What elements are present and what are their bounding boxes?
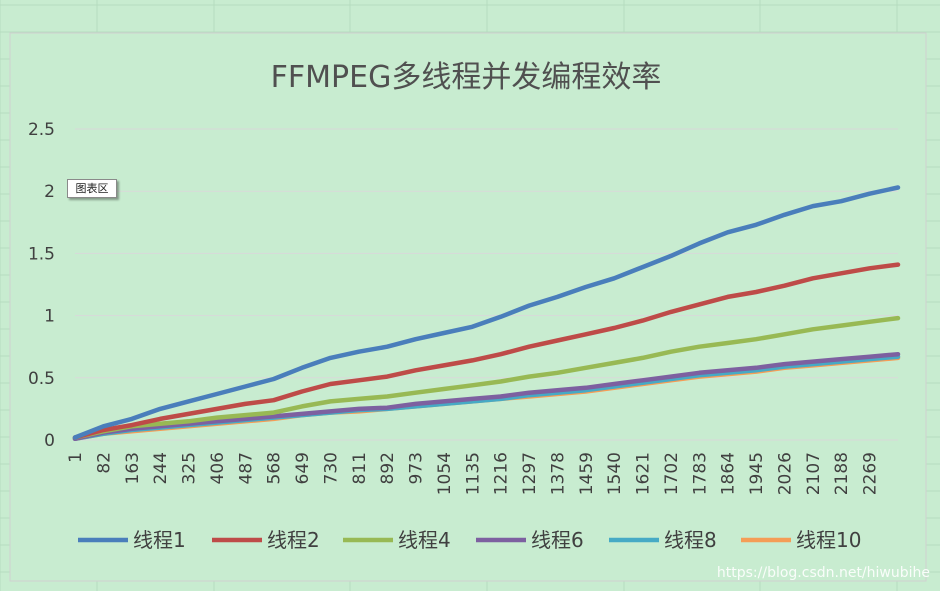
legend[interactable]: 线程1 线程2 线程4 线程6 线程8 线程10 [78,528,861,552]
x-tick-label: 1621 [634,452,654,495]
x-tick-label: 1459 [577,452,597,495]
x-tick-label: 1702 [662,452,682,495]
x-tick-label: 1378 [548,452,568,495]
y-tick-label: 1 [44,307,55,327]
legend-item[interactable]: 线程10 [741,528,861,552]
x-tick-label: 1540 [605,452,625,495]
x-axis: 1 82 163 244 325 406 487 568 649 730 811 892 973 1054… [66,452,881,495]
legend-label: 线程1 [133,528,186,552]
y-tick-label: 0 [44,431,55,451]
x-tick-label: 2269 [861,452,881,495]
y-tick-label: 0.5 [28,369,55,389]
gridlines [75,128,898,441]
chart-area-tooltip: 图表区 [67,179,117,198]
x-tick-label: 1 [66,452,86,463]
x-tick-label: 1216 [492,452,512,495]
chart-frame [9,32,927,582]
x-tick-label: 1945 [747,452,767,495]
x-tick-label: 2188 [832,452,852,495]
x-tick-label: 406 [208,452,228,484]
legend-item[interactable]: 线程6 [476,528,584,552]
x-tick-label: 1135 [463,452,483,495]
legend-label: 线程8 [664,528,717,552]
x-tick-label: 82 [94,452,114,474]
x-tick-label: 1297 [520,452,540,495]
legend-label: 线程10 [796,528,861,552]
legend-item[interactable]: 线程1 [78,528,186,552]
legend-item[interactable]: 线程4 [343,528,451,552]
legend-label: 线程6 [531,528,584,552]
legend-label: 线程4 [398,528,451,552]
legend-item[interactable]: 线程8 [609,528,717,552]
x-tick-label: 2026 [775,452,795,495]
x-tick-label: 487 [236,452,256,484]
y-tick-label: 2 [44,182,55,202]
x-tick-label: 2107 [804,452,824,495]
watermark: https://blog.csdn.net/hiwubihe [716,565,930,581]
series-line [72,315,901,440]
chart-title: FFMPEG多线程并发编程效率 [271,60,662,95]
x-tick-label: 1054 [435,452,455,495]
series-line [72,262,901,440]
x-tick-label: 811 [350,452,370,484]
legend-item[interactable]: 线程2 [212,528,320,552]
y-tick-label: 2.5 [28,120,55,140]
y-axis: 0 0.5 1 1.5 2 2.5 [28,120,55,451]
x-tick-label: 325 [180,452,200,484]
x-tick-label: 163 [123,452,143,484]
series-line [72,185,901,440]
y-tick-label: 1.5 [28,244,55,264]
legend-label: 线程2 [267,528,320,552]
series-lines [72,185,901,442]
x-tick-label: 1864 [719,452,739,495]
x-tick-label: 649 [293,452,313,484]
x-tick-label: 1783 [690,452,710,495]
series-line [72,351,901,442]
x-tick-label: 973 [407,452,427,484]
x-tick-label: 244 [151,452,171,484]
x-tick-label: 730 [321,452,341,484]
x-tick-label: 568 [265,452,285,484]
x-tick-label: 892 [378,452,398,484]
